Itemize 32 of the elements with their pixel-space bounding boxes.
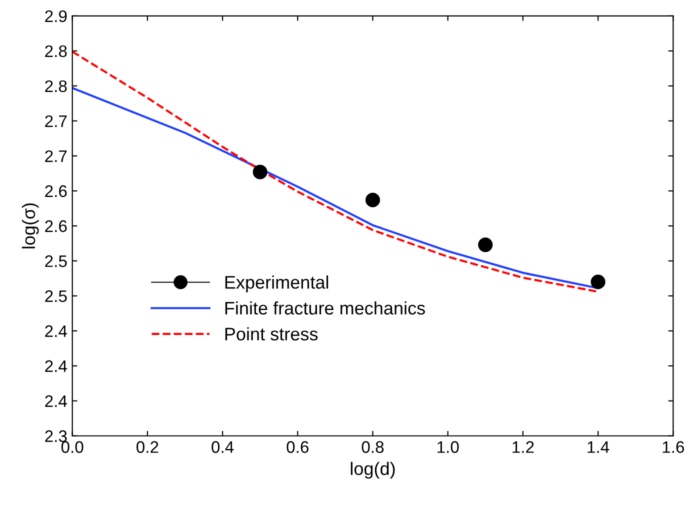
- x-tick-label: 0.8: [362, 441, 384, 453]
- y-tick-label: 2.3: [45, 430, 67, 442]
- y-tick-label: 2.9: [45, 10, 67, 22]
- legend-label: Experimental: [225, 275, 328, 292]
- y-tick-label: 2.8: [45, 80, 67, 92]
- y-tick-label: 2.7: [45, 115, 67, 127]
- y-tick-label: 2.6: [45, 220, 67, 232]
- y-tick-label: 2.4: [45, 395, 67, 407]
- legend-label: Point stress: [225, 327, 318, 340]
- y-tick-label: 2.5: [45, 290, 67, 302]
- legend-label: Finite fracture mechanics: [225, 301, 425, 315]
- y-axis-title: log(σ): [22, 203, 39, 248]
- x-tick-label: 1.4: [588, 441, 610, 453]
- y-tick-label: 2.4: [45, 325, 67, 337]
- y-tick-label: 2.6: [45, 185, 67, 198]
- line-series: [72, 50, 600, 293]
- y-tick-label: 2.8: [45, 45, 67, 58]
- x-axis-title: log(d): [350, 462, 395, 479]
- x-tick-label: 0.2: [136, 441, 158, 453]
- point: [252, 164, 268, 180]
- y-tick-label: 2.7: [45, 150, 67, 162]
- x-tick-label: 1.0: [438, 441, 459, 453]
- x-tick-label: 0.4: [212, 441, 234, 453]
- point: [590, 274, 606, 290]
- point: [365, 192, 380, 208]
- y-tick-label: 2.4: [45, 360, 67, 372]
- x-tick-label: 0.0: [61, 441, 84, 453]
- x-tick-label: 0.6: [286, 441, 308, 453]
- point: [478, 238, 493, 252]
- y-tick-label: 2.5: [45, 255, 67, 268]
- x-tick-label: 1.2: [512, 441, 534, 453]
- x-tick-label: 1.6: [662, 441, 684, 453]
